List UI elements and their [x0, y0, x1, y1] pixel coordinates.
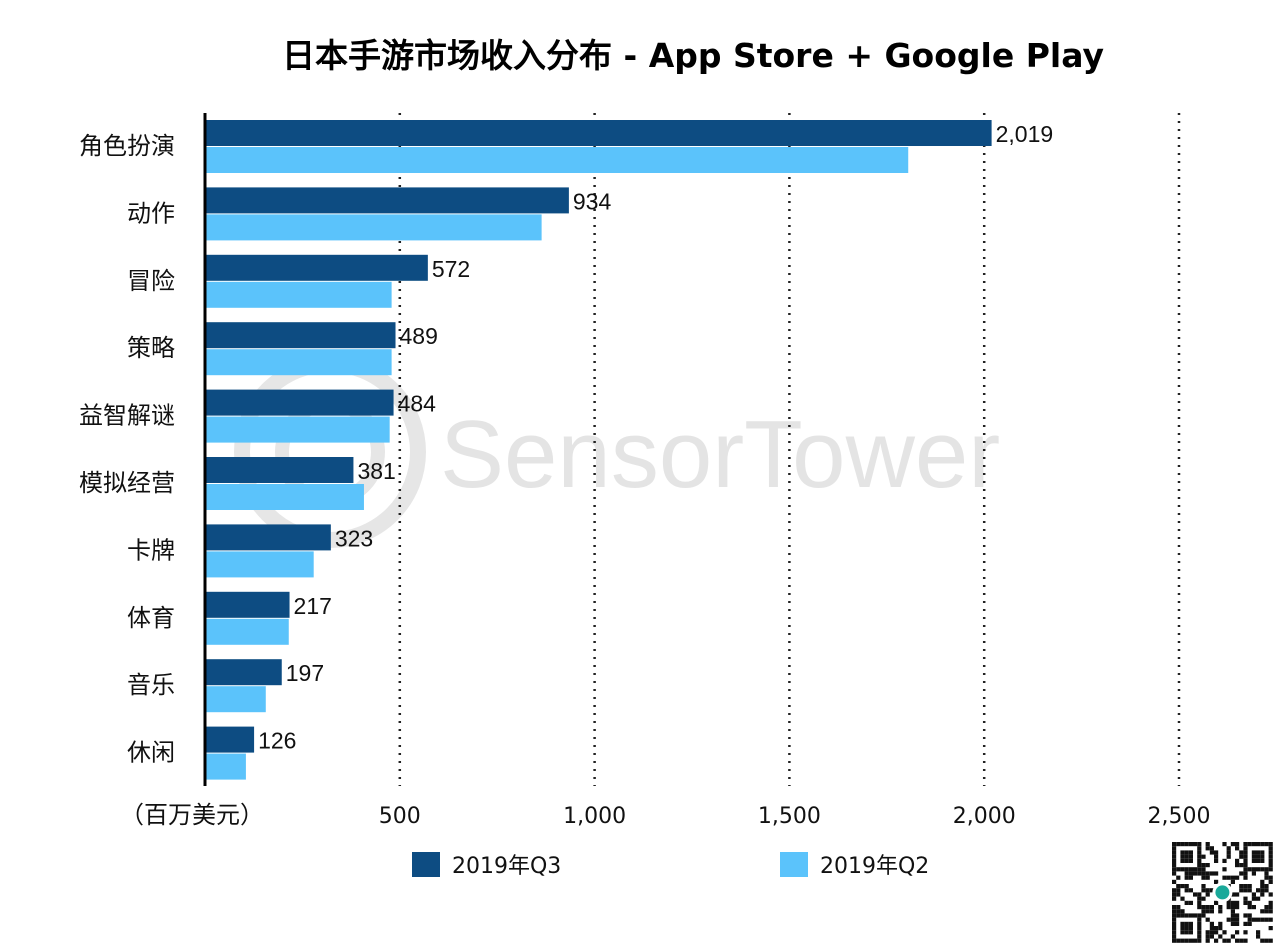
bar-q3: [205, 591, 290, 618]
bar-q2: [205, 416, 390, 443]
chart-title: 日本手游市场收入分布 - App Store + Google Play: [282, 36, 1104, 75]
bar-q2: [205, 214, 542, 241]
bar-q3: [205, 254, 428, 281]
category-label: 动作: [127, 199, 175, 227]
bar-q2: [205, 618, 289, 645]
data-label: 2,019: [996, 121, 1054, 147]
bar-q2: [205, 484, 364, 510]
legend: 2019年Q3 2019年Q2: [412, 852, 929, 879]
x-tick-label: 1,500: [758, 804, 821, 829]
data-label: 323: [335, 525, 373, 551]
category-label: 体育: [127, 604, 175, 632]
category-label: 音乐: [127, 671, 175, 699]
category-label: 卡牌: [127, 536, 175, 564]
bar-q3: [205, 322, 396, 349]
bar-q3: [205, 726, 255, 753]
category-label: 角色扮演: [79, 132, 175, 160]
x-tick-label: 2,000: [953, 804, 1016, 829]
legend-label-q3: 2019年Q3: [452, 854, 561, 879]
bar-q2: [205, 281, 392, 308]
x-tick-label: 1,000: [563, 804, 626, 829]
data-label: 126: [258, 728, 296, 754]
bar-q2: [205, 349, 392, 376]
bar-q2: [205, 753, 246, 780]
x-tick-label: 500: [379, 804, 421, 829]
data-label: 489: [400, 323, 438, 349]
bar-q2: [205, 551, 314, 578]
data-label: 572: [432, 256, 470, 282]
bar-q3: [205, 187, 569, 214]
category-label: 模拟经营: [79, 469, 175, 497]
bar-q3: [205, 659, 282, 686]
data-label: 934: [573, 188, 612, 214]
legend-swatch-q3: [412, 852, 440, 877]
bar-q3: [205, 457, 354, 483]
qr-code-icon: [1172, 842, 1273, 943]
category-label: 益智解谜: [79, 402, 175, 430]
bar-q2: [205, 147, 909, 173]
data-label: 197: [286, 660, 324, 686]
legend-swatch-q2: [780, 852, 808, 877]
bar-q3: [205, 389, 394, 416]
watermark-text: SensorTower: [440, 401, 1000, 508]
x-tick-label: 2,500: [1148, 804, 1211, 829]
bar-q3: [205, 120, 992, 146]
x-axis-unit-label: （百万美元）: [120, 801, 264, 829]
bar-q3: [205, 524, 331, 551]
bar-q2: [205, 686, 266, 713]
category-label: 冒险: [127, 267, 175, 295]
category-label: 策略: [127, 334, 175, 362]
legend-label-q2: 2019年Q2: [820, 854, 929, 879]
data-label: 217: [294, 593, 332, 619]
data-label: 484: [398, 391, 437, 417]
category-label: 休闲: [127, 739, 175, 767]
data-label: 381: [357, 458, 395, 484]
